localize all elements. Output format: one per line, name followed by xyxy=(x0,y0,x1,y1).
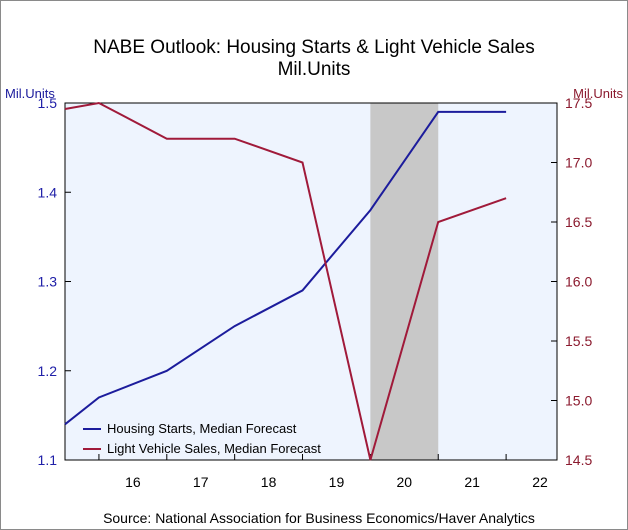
y-right-tick-label: 15.5 xyxy=(565,333,592,349)
x-tick-label: 16 xyxy=(125,474,141,490)
right-axis-unit: Mil.Units xyxy=(573,86,623,101)
x-tick-label: 18 xyxy=(261,474,277,490)
recession-shading xyxy=(370,103,439,460)
x-tick-label: 19 xyxy=(329,474,345,490)
y-left-tick-label: 1.1 xyxy=(38,452,58,468)
y-right-tick-label: 16.5 xyxy=(565,214,592,230)
y-right-tick-label: 15.0 xyxy=(565,393,592,409)
y-left-tick-label: 1.2 xyxy=(38,363,58,379)
y-right-tick-label: 16.0 xyxy=(565,274,592,290)
x-tick-label: 21 xyxy=(464,474,480,490)
y-left-tick-label: 1.5 xyxy=(38,95,58,111)
y-left-tick-label: 1.3 xyxy=(38,274,58,290)
legend-label-housing: Housing Starts, Median Forecast xyxy=(107,421,297,436)
x-tick-label: 22 xyxy=(532,474,548,490)
x-tick-label: 17 xyxy=(193,474,209,490)
legend-label-vehicle: Light Vehicle Sales, Median Forecast xyxy=(107,441,321,456)
chart-title: NABE Outlook: Housing Starts & Light Veh… xyxy=(93,37,534,58)
series-line-light-vehicle-sales xyxy=(64,101,507,461)
y-left-tick-label: 1.4 xyxy=(38,184,58,200)
chart-subtitle: Mil.Units xyxy=(278,59,351,80)
legend: Housing Starts, Median Forecast Light Ve… xyxy=(83,421,321,456)
y-right-tick-label: 17.0 xyxy=(565,155,592,171)
series-line-housing-starts xyxy=(64,110,507,426)
left-axis-unit: Mil.Units xyxy=(5,86,55,101)
y-right-tick-label: 14.5 xyxy=(565,452,592,468)
x-tick-label: 20 xyxy=(397,474,413,490)
source-note: Source: National Association for Busines… xyxy=(103,510,535,526)
y-right-tick-label: 17.5 xyxy=(565,95,592,111)
